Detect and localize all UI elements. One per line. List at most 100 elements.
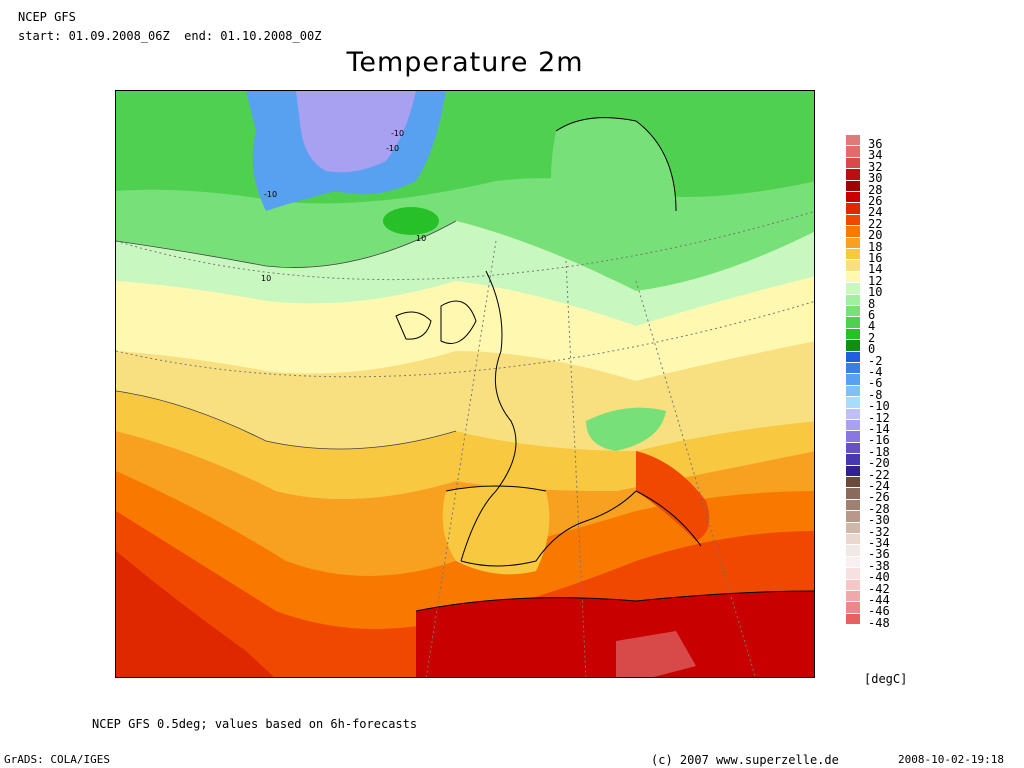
legend-tick-label: -16 [868,433,890,448]
legend-tick-label: -46 [868,604,890,619]
legend-tick-label: -44 [868,593,890,607]
legend-tick-label: -48 [868,615,890,630]
alps [586,407,666,451]
iceland [383,207,439,235]
legend-tick-label: -28 [868,501,890,516]
legend-swatch [846,441,860,454]
legend-tick-label: -38 [868,558,890,573]
red-region [116,551,274,677]
legend-tick-label: 4 [868,319,876,334]
contour-label: 10 [416,234,426,243]
legend-swatch [846,316,860,328]
legend-tick-label: -10 [868,399,890,414]
legend-swatch [846,567,860,579]
legend-tick-label: -8 [868,387,883,402]
greenland-core-region [296,91,416,173]
contour-label: -10 [264,190,277,199]
legend-tick-label: 36 [868,137,883,151]
legend-tick-label: 16 [868,251,883,265]
legend-swatch [846,612,860,625]
legend-swatch [846,578,860,590]
legend-tick-label: 30 [868,171,883,186]
legend-swatch [846,191,860,203]
legend-swatch [846,498,860,511]
legend-swatch [846,590,860,602]
legend-tick-label: -6 [868,376,883,391]
legend-swatch [846,384,860,397]
scandinavia [551,117,676,282]
legend-tick-label: -18 [868,444,890,459]
legend-swatch [846,282,860,294]
legend-tick-label: 22 [868,216,883,231]
temperature-field: -10 -10 -10 10 10 [116,91,814,677]
graticule [116,211,814,677]
legend-tick-label: -40 [868,570,890,585]
sahara-hot-spot [616,631,696,677]
legend-tick-label: 10 [868,285,883,300]
model-name: NCEP GFS [18,10,76,24]
dark-green-region [116,91,814,204]
legend-tick-label: -26 [868,490,890,505]
temperature-map: -10 -10 -10 10 10 [115,90,815,678]
legend-swatch [846,453,860,465]
legend-swatch [846,350,860,362]
legend-swatch [846,225,860,237]
legend-tick-label: 26 [868,194,883,208]
legend-swatch [846,544,860,556]
legend-swatch [846,134,860,146]
legend-swatch [846,248,860,260]
italy [636,451,710,541]
legend-swatch [846,430,860,442]
legend-unit: [degC] [864,672,908,686]
legend-tick-label: -34 [868,536,890,550]
legend-swatch [846,487,860,499]
legend-tick-label: 34 [868,148,883,163]
legend-tick-label: -14 [868,422,890,436]
legend-swatch [846,339,860,351]
legend-swatch [846,407,860,419]
legend-swatch [846,601,860,613]
legend-swatch [846,236,860,248]
legend-tick-label: -12 [868,410,890,425]
legend-swatch [846,533,860,545]
forecast-period: start: 01.09.2008_06Z end: 01.10.2008_00… [18,29,322,43]
contour-label: -10 [386,144,399,153]
legend-tick-label: -36 [868,547,890,562]
legend-tick-label: 8 [868,296,876,311]
legend-swatch [846,213,860,226]
light-green-region [116,221,814,326]
north-africa [416,591,814,677]
legend-tick-label: -24 [868,479,890,493]
legend-swatch [846,270,860,283]
legend-tick-label: -42 [868,581,890,596]
coastlines [395,117,814,612]
legend-swatch [846,202,860,214]
legend-tick-label: 18 [868,239,883,254]
contour-lines [116,220,457,450]
map-title: Temperature 2m [346,47,584,78]
legend-swatch [846,510,860,522]
legend-swatch [846,555,860,568]
legend-swatch [846,293,860,305]
legend-swatch [846,464,860,476]
legend-tick-label: 24 [868,205,883,220]
legend-swatch [846,373,860,385]
legend-tick-label: -22 [868,467,890,482]
legend-swatch [846,362,860,374]
legend-tick-label: 32 [868,159,883,174]
legend-tick-label: -32 [868,524,890,539]
legend-tick-label: 6 [868,308,876,322]
legend-swatch [846,521,860,533]
legend-tick-label: -2 [868,353,883,368]
legend-tick-label: 2 [868,330,876,345]
legend-tick-label: -30 [868,513,890,528]
timestamp: 2008-10-02-19:18 [898,753,1004,766]
legend-swatch [846,179,860,191]
legend-swatch [846,476,860,488]
legend-tick-label: -4 [868,365,883,379]
legend-swatch [846,145,860,157]
legend-swatch [846,156,860,169]
contour-label: 10 [261,274,271,283]
iberia [442,486,550,575]
legend-swatch [846,396,860,408]
